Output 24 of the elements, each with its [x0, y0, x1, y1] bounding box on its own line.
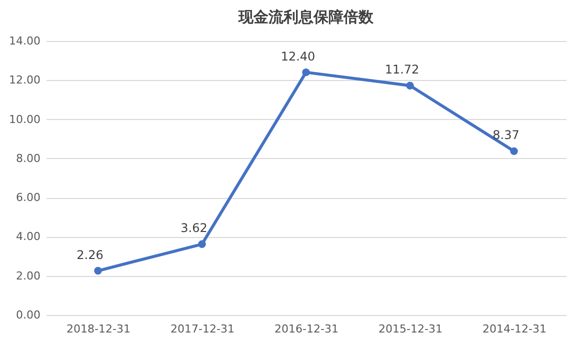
- y-tick-label: 0.00: [16, 308, 40, 322]
- point: [94, 266, 102, 275]
- x-tick-label: 2018-12-31: [66, 322, 130, 336]
- chart-title: 现金流利息保障倍数: [238, 8, 374, 26]
- y-tick-label: 10.00: [9, 112, 40, 126]
- point: [302, 68, 310, 76]
- data-label: 3.62: [180, 221, 208, 236]
- x-tick-label: 2017-12-31: [170, 322, 234, 336]
- data-label: 2.26: [76, 248, 104, 262]
- data-label: 12.40: [280, 49, 316, 64]
- y-tick-label: 8.00: [16, 152, 40, 165]
- x-tick-label: 2016-12-31: [274, 322, 338, 336]
- data-label: 8.37: [492, 128, 520, 142]
- y-tick-label: 6.00: [16, 191, 40, 204]
- point: [510, 147, 518, 156]
- x-tick-label: 2014-12-31: [482, 322, 546, 336]
- y-tick-label: 4.00: [16, 230, 40, 244]
- data-label: 11.72: [384, 62, 420, 77]
- y-tick-label: 14.00: [9, 34, 40, 48]
- point: [198, 240, 206, 248]
- y-tick-label: 2.00: [16, 269, 40, 282]
- y-tick-label: 12.00: [9, 74, 40, 87]
- x-tick-label: 2015-12-31: [378, 322, 442, 336]
- point: [406, 82, 414, 90]
